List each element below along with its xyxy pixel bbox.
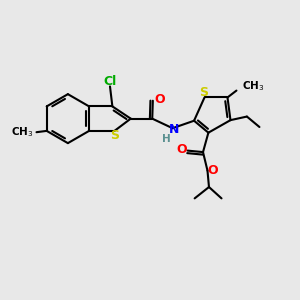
Text: O: O (208, 164, 218, 177)
Text: N: N (169, 123, 179, 136)
Text: O: O (154, 93, 165, 106)
Text: S: S (111, 129, 120, 142)
Text: CH$_3$: CH$_3$ (11, 126, 34, 140)
Text: S: S (199, 85, 208, 99)
Text: Cl: Cl (103, 75, 117, 88)
Text: H: H (162, 134, 171, 144)
Text: CH$_3$: CH$_3$ (242, 79, 264, 93)
Text: O: O (177, 142, 188, 156)
